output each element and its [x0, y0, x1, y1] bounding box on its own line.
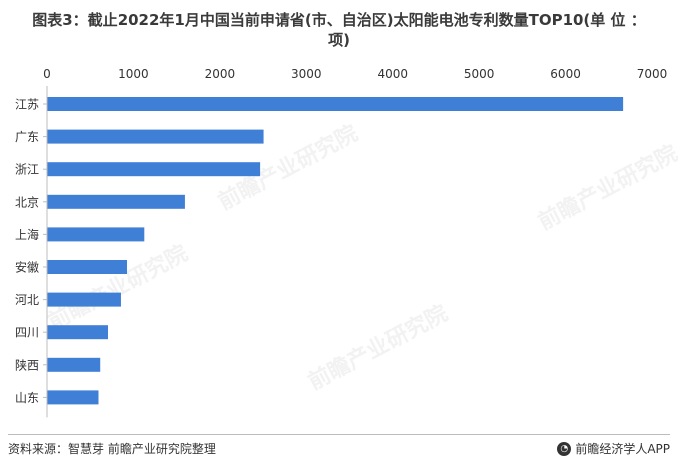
- qianzhan-logo-icon: ◔: [557, 441, 572, 456]
- bar: [47, 97, 624, 111]
- x-tick-label: 5000: [464, 67, 495, 81]
- x-tick-label: 0: [43, 67, 51, 81]
- source-note: 资料来源：智慧芽 前瞻产业研究院整理: [8, 442, 216, 456]
- category-label: 浙江: [15, 163, 39, 177]
- bar: [47, 194, 185, 209]
- bar-chart: 0 1000 2000 3000 4000 5000 6000 7000 江苏广东浙江北京上海安…: [15, 67, 668, 418]
- chart-title-line-2: 项): [328, 31, 350, 49]
- bar: [47, 325, 108, 340]
- x-tick-label: 7000: [637, 67, 668, 81]
- brand-name: 前瞻经济学人APP: [575, 442, 670, 456]
- x-tick-label: 1000: [118, 67, 149, 81]
- category-label: 安徽: [15, 260, 39, 275]
- x-tick-label: 4000: [377, 67, 408, 81]
- x-tick-label: 3000: [291, 67, 322, 81]
- bar: [47, 227, 145, 242]
- bar: [47, 129, 264, 144]
- bar: [47, 260, 128, 274]
- category-label: 上海: [15, 227, 39, 242]
- category-label: 广东: [15, 130, 39, 144]
- chart-title: 图表3：截止2022年1月中国当前申请省(市、自治区)太阳能电池专利数量TOP1…: [0, 10, 678, 50]
- category-label: 四川: [15, 326, 39, 340]
- bar: [47, 390, 99, 405]
- x-tick-label: 6000: [550, 67, 581, 81]
- bar: [47, 357, 101, 372]
- brand: ◔ 前瞻经济学人APP: [557, 440, 670, 457]
- x-tick-label: 2000: [205, 67, 236, 81]
- bar: [47, 292, 121, 307]
- category-label: 陕西: [15, 357, 39, 372]
- category-label: 江苏: [15, 98, 39, 112]
- category-label: 河北: [15, 293, 39, 307]
- footer: 资料来源：智慧芽 前瞻产业研究院整理 ◔ 前瞻经济学人APP: [8, 434, 670, 459]
- bar: [47, 162, 261, 177]
- chart-title-line-1: 图表3：截止2022年1月中国当前申请省(市、自治区)太阳能电池专利数量TOP1…: [32, 11, 646, 29]
- category-label: 北京: [15, 195, 39, 209]
- category-label: 山东: [15, 391, 39, 405]
